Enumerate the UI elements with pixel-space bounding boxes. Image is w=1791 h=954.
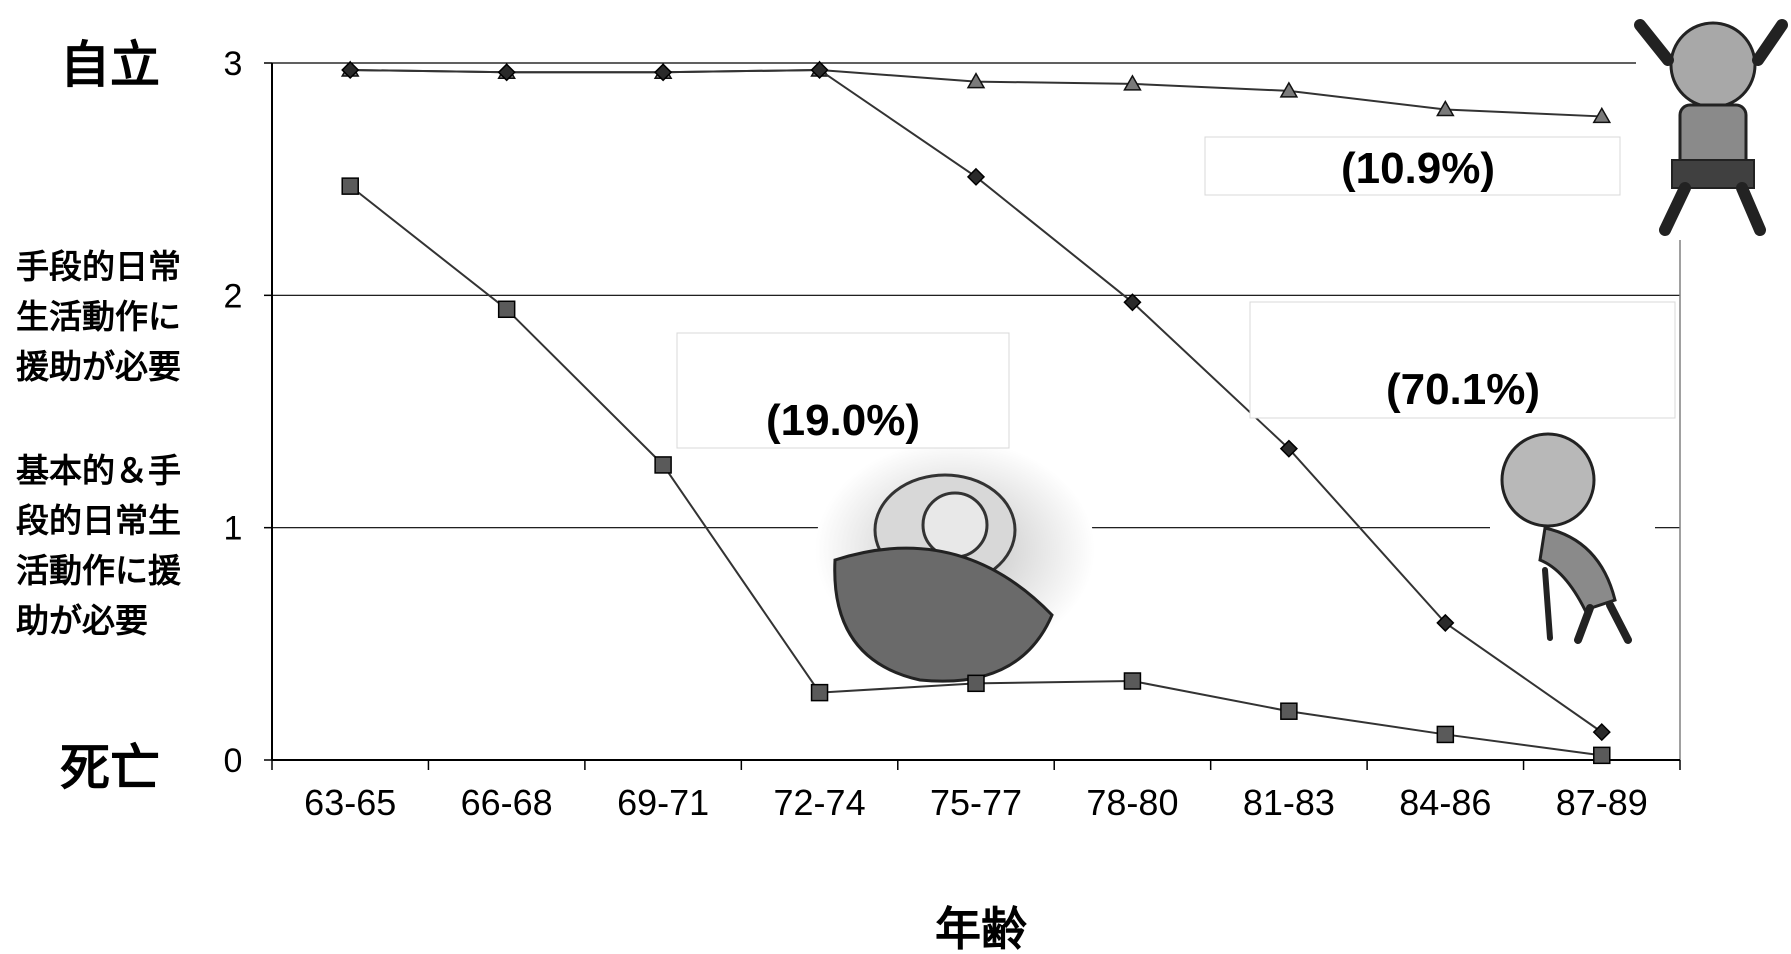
y-tick-label: 0 [224, 742, 243, 780]
data-point [966, 167, 986, 186]
percent-box [676, 332, 1010, 449]
y-level-label: 死亡 [60, 739, 160, 797]
x-tick-label: 87-89 [1556, 782, 1648, 823]
data-point [810, 683, 829, 702]
data-point [1592, 723, 1611, 742]
y-tick-label: 2 [224, 277, 243, 315]
x-tick-label: 75-77 [930, 782, 1022, 823]
data-point [497, 300, 516, 319]
x-tick-label: 69-71 [617, 782, 709, 823]
data-point [967, 674, 985, 693]
percent-label: (19.0%) [766, 396, 920, 445]
data-point [1592, 106, 1612, 124]
y-level-label: 自立 [60, 36, 160, 94]
x-axis-title: 年齢 [935, 902, 1027, 954]
x-tick-label: 66-68 [461, 782, 553, 823]
percent-box [1249, 301, 1676, 419]
data-point [1123, 74, 1142, 91]
data-point [1436, 99, 1455, 117]
y-level-label: 基本的＆手 [16, 451, 181, 490]
data-point [1436, 613, 1455, 632]
x-tick-label: 72-74 [774, 782, 866, 823]
data-point [966, 72, 986, 89]
data-point [1123, 293, 1142, 312]
x-tick-label: 78-80 [1086, 782, 1178, 823]
data-point [1279, 81, 1299, 98]
y-level-label: 援助が必要 [16, 347, 181, 386]
data-point [654, 63, 673, 82]
bedridden-elderly-person-icon [815, 440, 1095, 683]
data-point [1436, 725, 1455, 744]
percent-label: (10.9%) [1341, 144, 1495, 193]
data-point [810, 60, 829, 80]
data-point [1593, 746, 1611, 765]
x-tick-label: 84-86 [1399, 782, 1491, 823]
y-tick-label: 1 [224, 510, 243, 548]
percent-box [1204, 136, 1621, 196]
active-elderly-man-icon [1634, 10, 1788, 240]
y-level-label: 段的日常生 [16, 501, 181, 540]
y-level-label: 手段的日常 [16, 247, 181, 286]
elderly-man-with-cane-icon [1490, 420, 1655, 650]
data-point [1280, 702, 1298, 720]
data-point [341, 177, 359, 195]
data-point [341, 60, 360, 80]
data-point [654, 456, 672, 474]
y-level-label: 生活動作に [16, 297, 181, 336]
percent-label: (70.1%) [1386, 365, 1540, 414]
x-tick-label: 63-65 [304, 782, 396, 823]
x-tick-label: 81-83 [1243, 782, 1335, 823]
data-point [1279, 439, 1298, 458]
y-level-label: 助が必要 [16, 601, 148, 640]
data-point [1123, 672, 1142, 690]
data-point [497, 63, 516, 82]
y-level-label: 活動作に援 [16, 551, 182, 590]
y-tick-label: 3 [224, 45, 243, 83]
